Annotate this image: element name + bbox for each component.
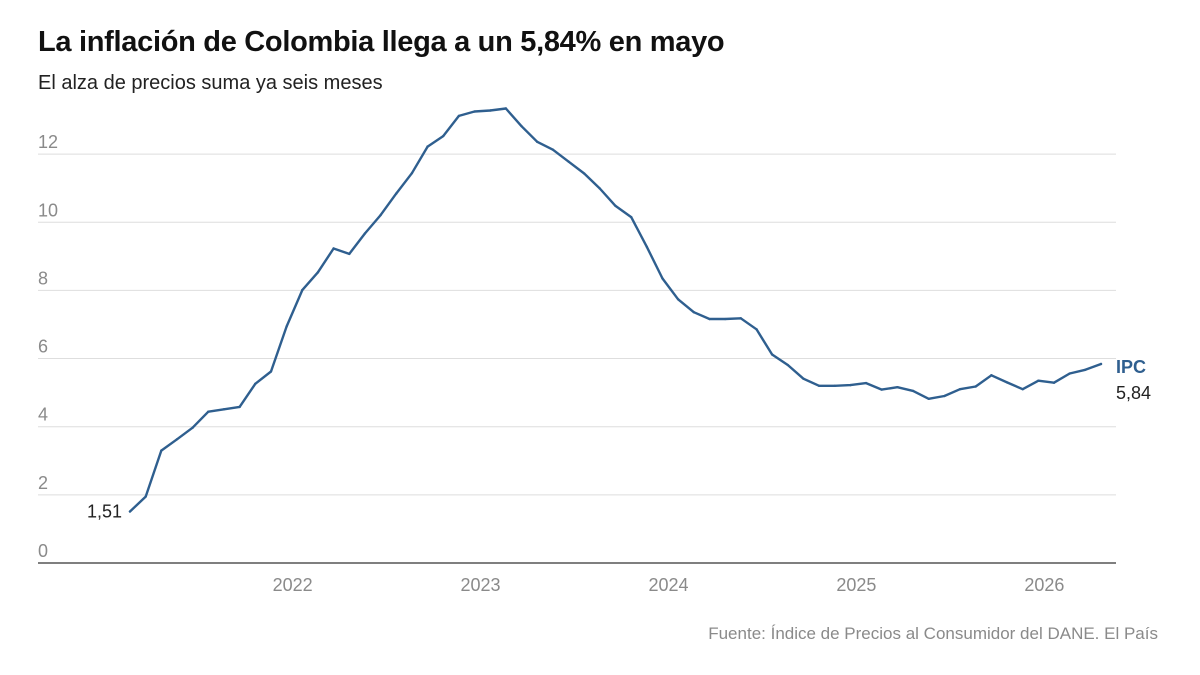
series-point [786,363,789,367]
series-point [755,328,758,331]
series-point [426,145,429,148]
series-point [348,252,351,256]
series-point [802,377,805,380]
series-point [817,384,821,388]
series-point [128,510,132,513]
series-point [551,148,555,151]
series-point [1099,362,1103,366]
y-tick-label: 10 [38,200,58,220]
y-tick-label: 8 [38,268,48,288]
series-point [582,172,586,175]
series-point [864,381,868,385]
x-tick-label: 2026 [1024,575,1064,595]
series-point [144,495,147,498]
series-point [489,109,492,112]
series-point [958,388,962,391]
series-point [379,213,382,217]
series-point [1052,381,1056,384]
series-point [614,204,617,208]
series-point [285,325,288,328]
series-point [770,353,774,356]
chart-title: La inflación de Colombia llega a un 5,84… [38,26,725,58]
x-tick-label: 2023 [461,575,501,595]
series-point [927,397,930,400]
series-point [238,405,241,409]
series-point [222,408,226,411]
series-point [723,317,727,321]
series-point [833,384,836,388]
series-point [567,160,570,163]
series-point [1021,388,1024,391]
series-point [160,449,163,452]
series-point [175,438,179,441]
series-point [598,187,602,190]
series-point [504,107,508,110]
series-name-label: IPC [1116,357,1146,377]
series-point [629,215,633,219]
series-point [676,298,680,301]
series-point [395,192,398,195]
start-value-label: 1,51 [87,502,122,522]
series-point [473,110,476,113]
series-point [410,171,414,175]
series-point [896,385,899,389]
series-point [708,317,711,321]
series-point [661,277,664,280]
series-point [739,317,742,320]
x-tick-label: 2022 [273,575,313,595]
series-line-ipc [128,107,1103,513]
series-point [692,311,696,314]
series-points [128,107,1103,513]
x-tick-label: 2025 [836,575,876,595]
series-point [269,370,273,373]
y-tick-label: 2 [38,473,48,493]
series-point [316,271,320,274]
series-point [207,410,210,413]
series-point [849,383,852,387]
series-point [1037,379,1040,382]
end-value-label: 5,84 [1116,383,1151,403]
series-point [645,245,649,248]
y-tick-label: 6 [38,337,48,357]
series-point [191,426,194,429]
y-axis-ticks: 0 2 4 6 8 10 12 [38,132,58,561]
y-tick-label: 0 [38,541,48,561]
series-point [442,134,445,138]
series-point [911,389,915,393]
series-point [974,385,977,388]
series-point [1005,381,1009,384]
series-point [943,394,946,398]
series-point [1068,372,1071,375]
series-point [535,140,539,144]
series-point [880,388,883,391]
series-point [1084,368,1087,371]
series-point [457,114,461,118]
y-tick-label: 4 [38,405,48,425]
series-point [520,124,523,128]
gridlines [38,153,1116,496]
x-tick-label: 2024 [648,575,688,595]
source-note: Fuente: Índice de Precios al Consumidor … [708,624,1158,643]
series-point [301,288,304,292]
series-point [254,382,257,385]
series-point [363,232,367,235]
series-point [332,247,335,250]
y-tick-label: 12 [38,132,58,152]
series-point [990,374,993,377]
chart-subtitle: El alza de precios suma ya seis meses [38,72,383,94]
x-axis-ticks: 2022 2023 2024 2025 2026 [273,575,1065,595]
